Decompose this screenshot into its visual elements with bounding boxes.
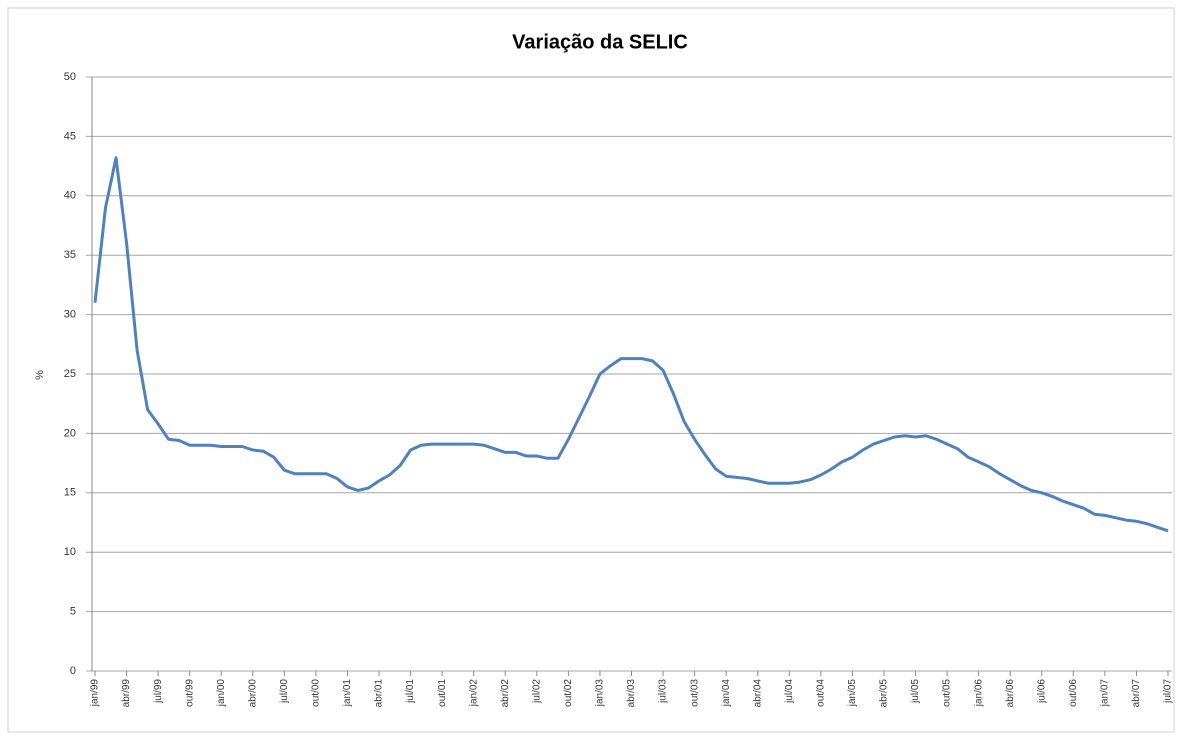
x-tick-label: abr/03 [626,679,637,708]
y-tick-label: 0 [70,665,76,677]
y-tick-label: 35 [64,249,76,261]
x-tick-label: abr/99 [121,679,132,708]
y-tick-label: 10 [64,546,76,558]
chart-title: Variação da SELIC [512,31,688,53]
x-tick-label: jan/05 [847,679,858,708]
x-tick-label: abr/07 [1131,679,1142,708]
y-tick-label: 25 [64,368,76,380]
y-tick-label: 30 [64,309,76,321]
x-tick-label: jan/07 [1100,679,1111,708]
y-tick-label: 45 [64,130,76,142]
x-tick-label: jul/02 [531,679,542,704]
x-tick-label: abr/00 [247,679,258,708]
x-tick-label: out/00 [311,679,322,707]
x-tick-label: out/06 [1068,679,1079,707]
x-tick-label: jan/00 [216,679,227,708]
chart-frame [7,7,1175,733]
x-tick-label: jul/05 [910,679,921,704]
x-tick-label: out/01 [437,679,448,707]
x-tick-label: jul/07 [1163,679,1174,704]
x-tick-label: abr/06 [1005,679,1016,708]
y-tick-label: 20 [64,427,76,439]
x-tick-label: jul/06 [1036,679,1047,704]
x-tick-label: abr/05 [879,679,890,708]
x-tick-label: jan/02 [468,679,479,708]
x-tick-label: out/99 [184,679,195,707]
x-tick-label: abr/02 [500,679,511,708]
x-tick-label: abr/01 [374,679,385,708]
x-tick-label: jul/04 [784,679,795,704]
y-tick-label: 15 [64,487,76,499]
x-tick-label: out/04 [815,679,826,707]
line-series [93,156,1169,533]
x-tick-label: out/02 [563,679,574,707]
x-tick-label: jan/06 [973,679,984,708]
y-tick-label: 5 [70,606,76,618]
x-tick-label: out/03 [689,679,700,707]
x-tick-label: jul/99 [153,679,164,704]
x-tick-label: out/05 [942,679,953,707]
y-tick-label: 40 [64,190,76,202]
x-tick-label: jan/04 [721,679,732,708]
x-tick-label: jul/01 [405,679,416,704]
x-tick-label: jul/03 [658,679,669,704]
y-axis-label: % [34,370,46,380]
x-tick-label: abr/04 [752,679,763,708]
y-tick-label: 50 [64,71,76,83]
x-tick-label: jan/99 [90,679,101,708]
x-tick-label: jul/00 [279,679,290,704]
x-tick-label: jan/01 [342,679,353,708]
x-tick-label: jan/03 [595,679,606,708]
